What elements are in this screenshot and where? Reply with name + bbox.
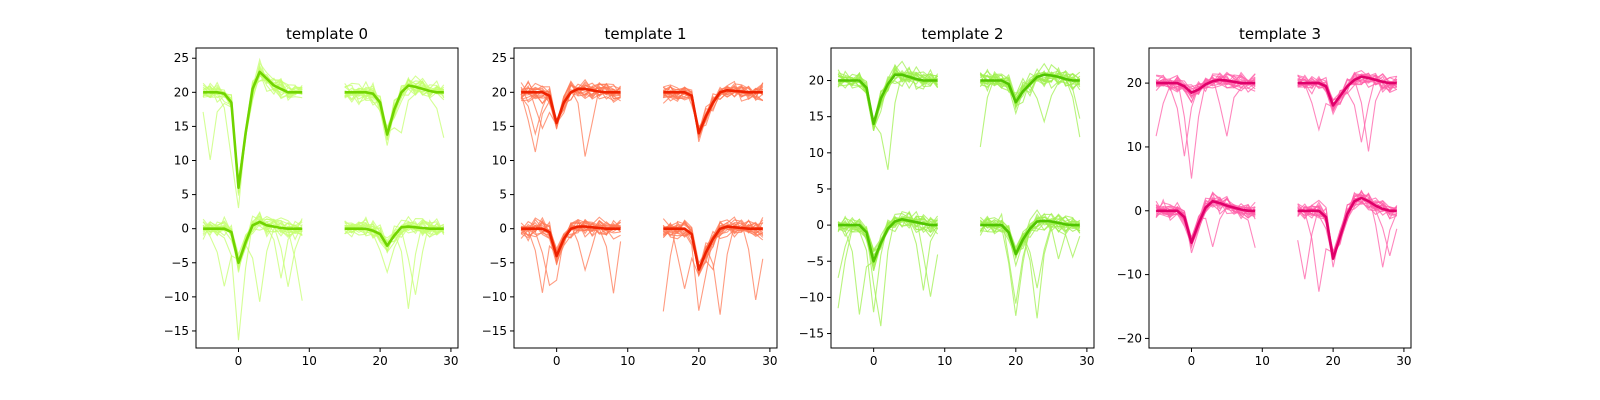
panel-template-0: 0 10 20 30 −15 −10 −5 0 5 10 15 20 25 template 0	[164, 25, 459, 368]
y-tick-label: 10	[809, 146, 824, 160]
panel-title: template 3	[1239, 25, 1321, 43]
x-tick-label: 10	[620, 354, 635, 368]
y-tick-label: 15	[809, 110, 824, 124]
y-tick-label: 0	[816, 218, 824, 232]
mean-waveform-channel-1	[663, 89, 763, 135]
x-tick-label: 20	[372, 354, 387, 368]
y-tick-label: 25	[492, 51, 507, 65]
x-tick-label: 10	[1255, 354, 1270, 368]
spike-trace	[520, 221, 621, 258]
mean-waveform-channel-3	[663, 225, 763, 271]
y-tick-label: −5	[806, 254, 824, 268]
panel-template-1: 0 10 20 30 −15 −10 −5 0 5 10 15 20 25 template 1	[482, 25, 778, 368]
x-tick-label: 30	[1079, 354, 1094, 368]
y-tick-label: 15	[174, 119, 189, 133]
mean-waveform-channel-1	[980, 73, 1080, 104]
spike-trace	[202, 211, 303, 341]
y-tick-label: 20	[492, 85, 507, 99]
panel-template-2: 0 10 20 30 −15 −10 −5 0 5 10 15 20 template 2	[799, 25, 1095, 368]
plot-area	[837, 60, 1081, 327]
y-tick-label: −10	[1117, 268, 1142, 282]
mean-waveform-channel-1	[1297, 75, 1397, 107]
panel-template-3: 0 10 20 30 −20 −10 0 10 20 template 3	[1117, 25, 1412, 368]
spike-trace	[1155, 192, 1256, 247]
x-tick-label: 0	[553, 354, 561, 368]
y-tick-label: 10	[1127, 140, 1142, 154]
panel-title: template 0	[286, 25, 368, 43]
plot-area	[202, 57, 445, 341]
y-tick-label: 10	[174, 154, 189, 168]
y-tick-label: 5	[816, 182, 824, 196]
x-tick-label: 30	[1396, 354, 1411, 368]
y-tick-label: 0	[499, 222, 507, 236]
panel-title: template 2	[921, 25, 1003, 43]
spike-trace	[344, 78, 445, 139]
spike-trace	[521, 218, 621, 265]
axes-frame	[513, 47, 778, 349]
spike-trace	[837, 63, 938, 122]
panel-title: template 1	[604, 25, 686, 43]
y-tick-label: −5	[171, 256, 189, 270]
mean-waveform-channel-3	[980, 219, 1080, 256]
y-tick-label: 0	[1134, 204, 1142, 218]
y-tick-label: 5	[499, 188, 507, 202]
spike-trace	[837, 60, 938, 126]
mean-waveform-channel-3	[344, 225, 444, 247]
axes-frame	[195, 47, 459, 349]
y-tick-label: 5	[181, 188, 189, 202]
spike-trace	[979, 71, 1081, 119]
y-tick-label: 20	[809, 74, 824, 88]
spike-trace	[838, 64, 938, 124]
y-tick-label: −5	[489, 256, 507, 270]
y-tick-label: 20	[174, 85, 189, 99]
y-tick-label: −15	[482, 324, 507, 338]
mean-waveform-channel-2	[521, 225, 621, 258]
plot-area	[520, 78, 764, 315]
x-tick-label: 0	[870, 354, 878, 368]
plot-area	[1155, 69, 1398, 292]
y-tick-label: 10	[492, 154, 507, 168]
mean-waveform-channel-3	[1297, 196, 1397, 260]
x-tick-label: 0	[1188, 354, 1196, 368]
spike-trace	[979, 209, 1081, 258]
mean-waveform-channel-1	[344, 84, 444, 136]
mean-waveform-channel-2	[1156, 199, 1256, 244]
mean-waveform-channel-2	[838, 218, 938, 263]
axes-frame	[830, 47, 1095, 349]
spike-trace	[663, 222, 763, 278]
spike-trace	[838, 65, 938, 123]
x-tick-label: 20	[1325, 354, 1340, 368]
y-tick-label: 0	[181, 222, 189, 236]
y-tick-label: −15	[164, 324, 189, 338]
spike-trace	[662, 218, 764, 277]
x-tick-label: 0	[235, 354, 243, 368]
y-tick-label: −10	[799, 290, 824, 304]
mean-waveform-channel-0	[838, 73, 938, 126]
spike-trace	[837, 217, 938, 266]
spike-trace	[837, 216, 938, 257]
x-tick-label: 20	[1008, 354, 1023, 368]
x-tick-label: 20	[691, 354, 706, 368]
mean-waveform-channel-0	[521, 87, 621, 125]
mean-waveform-channel-0	[203, 70, 303, 190]
mean-waveform-channel-0	[1156, 78, 1256, 94]
y-tick-label: −10	[482, 290, 507, 304]
spike-trace	[344, 219, 444, 295]
spike-trace	[1297, 74, 1398, 143]
y-tick-label: 20	[1127, 76, 1142, 90]
mean-waveform-channel-2	[203, 220, 303, 265]
x-tick-label: 30	[443, 354, 458, 368]
y-tick-label: −15	[799, 327, 824, 341]
y-tick-label: −20	[1117, 331, 1142, 345]
x-tick-label: 10	[302, 354, 317, 368]
y-tick-label: 25	[174, 51, 189, 65]
y-tick-label: 15	[492, 119, 507, 133]
spike-trace	[202, 57, 303, 186]
x-tick-label: 30	[762, 354, 777, 368]
x-tick-label: 10	[937, 354, 952, 368]
spike-trace	[980, 217, 1081, 253]
axes-frame	[1148, 47, 1412, 349]
y-tick-label: −10	[164, 290, 189, 304]
